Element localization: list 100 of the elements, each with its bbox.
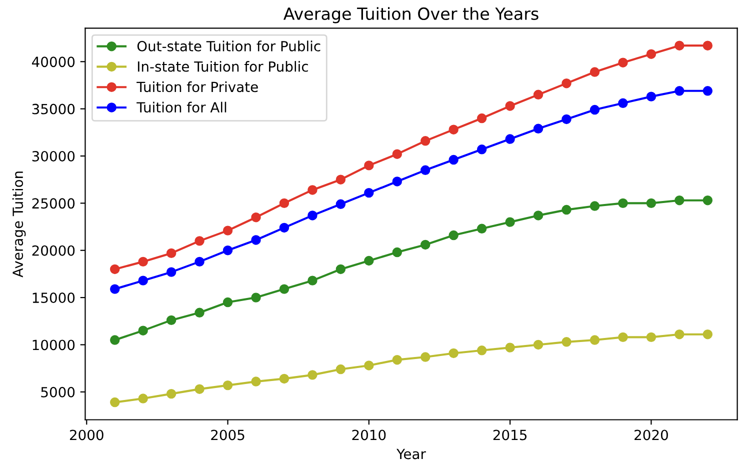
point: [533, 340, 544, 350]
point: [590, 104, 600, 115]
point: [702, 40, 713, 50]
point: [308, 370, 318, 380]
point: [364, 256, 374, 266]
point: [505, 101, 515, 111]
point: [505, 217, 515, 227]
point: [562, 204, 572, 215]
point: [674, 86, 684, 96]
y-tick-label: 5000: [41, 386, 75, 398]
point: [476, 113, 487, 124]
point: [420, 165, 430, 176]
point: [222, 246, 233, 256]
point: [646, 332, 656, 342]
point: [646, 49, 656, 59]
point: [364, 188, 374, 198]
legend-label: In-state Tuition for Public: [138, 61, 308, 72]
point: [166, 267, 176, 277]
point: [138, 276, 148, 286]
point: [222, 226, 233, 236]
point: [562, 114, 572, 124]
point: [590, 67, 600, 77]
point: [533, 210, 544, 220]
point: [364, 160, 374, 170]
x-tick-label: 2010: [352, 430, 386, 440]
point: [308, 276, 318, 286]
point: [420, 240, 430, 250]
point: [336, 199, 346, 209]
point: [448, 154, 458, 165]
point: [448, 348, 458, 358]
y-axis-title: Average Tuition: [12, 172, 26, 278]
point: [110, 284, 120, 294]
point: [308, 185, 318, 195]
x-tick-label: 2005: [211, 430, 244, 440]
x-tick-label: 2020: [634, 430, 668, 440]
point: [505, 342, 515, 352]
legend-label: Tuition for Private: [136, 81, 258, 92]
point: [222, 380, 233, 390]
point: [251, 292, 261, 302]
y-tick-label: 35000: [32, 104, 75, 114]
point: [392, 354, 402, 365]
point: [364, 360, 374, 370]
point: [336, 174, 346, 184]
point: [618, 198, 628, 208]
point: [194, 256, 204, 267]
point: [420, 136, 430, 146]
point: [392, 176, 402, 186]
point: [251, 235, 261, 245]
point: [279, 198, 290, 208]
point: [166, 315, 176, 326]
point: [110, 397, 120, 408]
y-tick-label: 15000: [32, 292, 75, 304]
point: [392, 149, 402, 159]
x-axis-title: Year: [396, 448, 426, 460]
point: [336, 364, 346, 374]
point: [138, 256, 148, 267]
point: [590, 201, 600, 211]
point: [194, 384, 204, 394]
point: [702, 329, 713, 340]
y-tick-label: 10000: [32, 340, 75, 350]
point: [646, 198, 656, 208]
point: [110, 335, 120, 345]
point: [618, 332, 628, 342]
point: [533, 90, 544, 100]
legend-label: Tuition for All: [136, 102, 226, 113]
point: [476, 224, 487, 234]
point: [702, 86, 713, 96]
x-tick-label: 2000: [70, 430, 104, 440]
legend-label: Out-state Tuition for Public: [137, 40, 320, 52]
point: [279, 374, 290, 384]
point: [562, 337, 572, 347]
point: [110, 264, 120, 274]
point: [448, 230, 458, 240]
y-tick-label: 30000: [32, 150, 75, 162]
point: [702, 195, 713, 206]
y-tick-label: 25000: [32, 198, 75, 209]
chart-title: Average Tuition Over the Years: [283, 7, 538, 24]
point: [279, 222, 290, 233]
point: [674, 40, 684, 50]
point: [251, 212, 261, 222]
point: [618, 58, 628, 68]
point: [392, 247, 402, 258]
point: [138, 326, 148, 336]
y-tick-label: 20000: [32, 245, 75, 256]
point: [420, 352, 430, 362]
point: [646, 92, 656, 102]
point: [194, 236, 204, 246]
point: [590, 335, 600, 345]
point: [562, 78, 572, 88]
point: [618, 98, 628, 108]
point: [194, 308, 204, 318]
point: [476, 346, 487, 356]
point: [222, 297, 233, 308]
point: [251, 376, 261, 386]
point: [533, 124, 544, 134]
point: [336, 264, 346, 274]
point: [505, 134, 515, 144]
y-tick-label: 40000: [32, 56, 75, 68]
point: [448, 124, 458, 134]
x-tick-label: 2015: [493, 430, 527, 440]
